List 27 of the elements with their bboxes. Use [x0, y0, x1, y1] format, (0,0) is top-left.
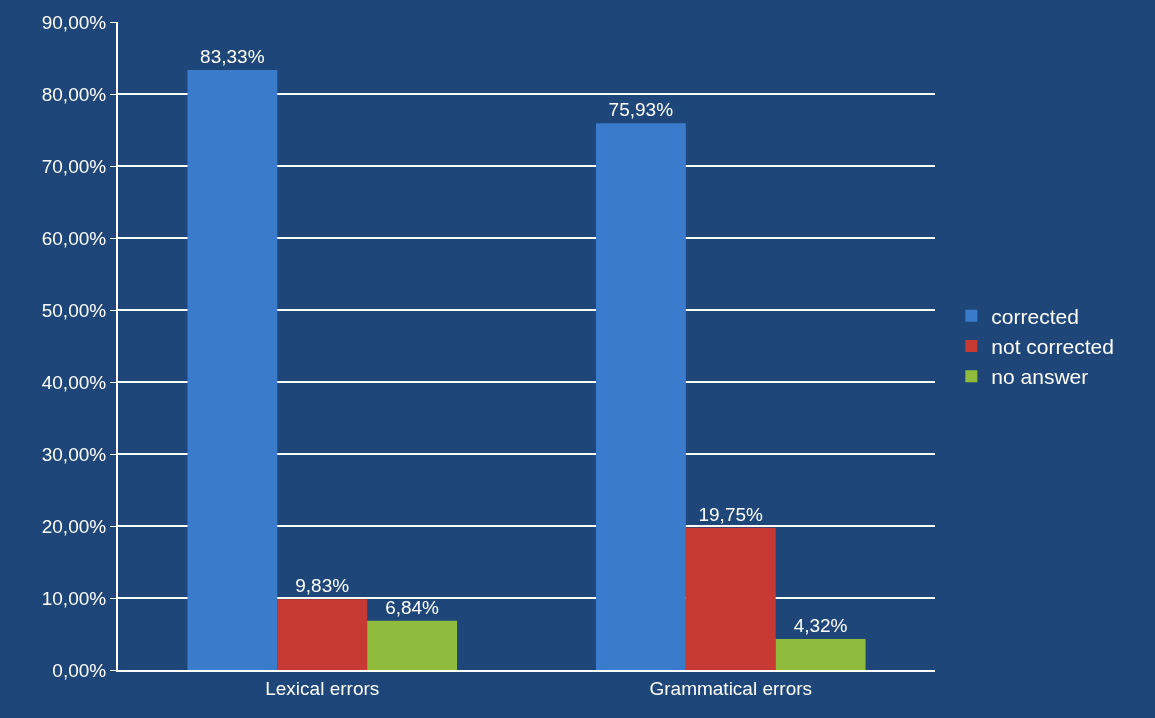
data-label: 4,32% [793, 614, 848, 636]
legend-label: not corrected [991, 335, 1114, 359]
y-tick-label: 60,00% [41, 227, 107, 249]
y-tick-label: 30,00% [41, 443, 107, 465]
y-tick-label: 50,00% [41, 299, 107, 321]
bar [277, 599, 368, 670]
bar [187, 70, 278, 670]
legend-label: no answer [991, 365, 1089, 389]
data-label: 6,84% [385, 596, 440, 618]
data-label: 19,75% [698, 503, 764, 525]
y-tick-label: 10,00% [41, 587, 107, 609]
y-tick-label: 80,00% [41, 83, 107, 105]
bar [685, 527, 776, 670]
bar [367, 620, 458, 670]
y-tick-label: 70,00% [41, 155, 107, 177]
bar [595, 123, 686, 670]
x-tick-label: Grammatical errors [649, 677, 813, 699]
data-label: 83,33% [200, 46, 265, 68]
data-label: 75,93% [608, 99, 674, 121]
y-tick-label: 90,00% [41, 11, 107, 33]
legend-label: corrected [991, 304, 1079, 328]
y-tick-label: 0,00% [52, 659, 107, 681]
y-tick-label: 20,00% [41, 515, 107, 537]
data-label: 9,83% [295, 575, 350, 597]
x-tick-label: Lexical errors [265, 677, 380, 699]
y-tick-label: 40,00% [41, 371, 107, 393]
bar [775, 638, 866, 670]
